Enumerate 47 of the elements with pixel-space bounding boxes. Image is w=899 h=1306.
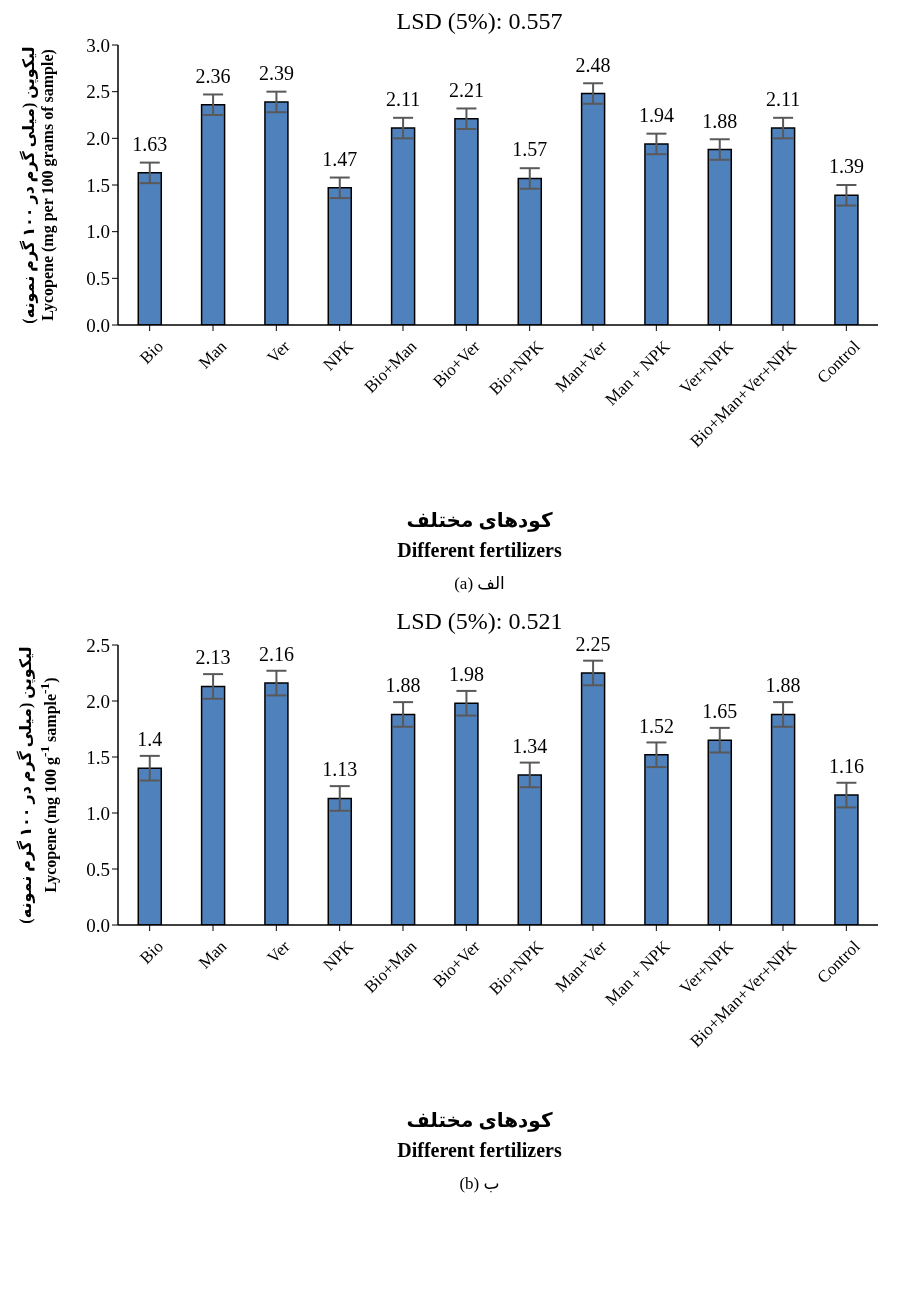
data-label: 1.65 [702,700,738,723]
chart-title: LSD (5%): 0.557 [395,8,564,35]
data-label: 2.11 [765,88,801,111]
data-label: 1.88 [765,674,801,697]
data-label: 1.98 [448,663,484,686]
y-tick-label: 2.0 [86,690,110,712]
y-tick-label: 1.0 [86,221,110,243]
data-label: 1.47 [322,147,358,170]
y-tick-label: 0.5 [86,268,110,290]
x-tick-label: Ver [263,936,294,968]
chart-title: LSD (5%): 0.521 [396,608,563,634]
data-label: 1.94 [638,103,674,126]
y-tick-label: 2.5 [86,81,110,103]
x-tick-label: Man [194,336,231,373]
data-label: 1.63 [132,132,168,155]
text: (b) ب [458,1173,501,1194]
x-tick-label: Bio [136,936,167,968]
data-label: 2.39 [258,61,294,84]
data-label: 1.4 [137,728,163,751]
data-label: 2.11 [385,88,421,111]
data-label: 2.25 [575,633,611,655]
data-label: 1.88 [385,674,421,697]
text: (a) الف [453,573,506,594]
x-tick-label: Ver [263,336,294,368]
y-tick-label: 1.5 [86,174,110,196]
x-tick-label: Bio [136,336,167,368]
data-label: 2.36 [195,64,231,87]
data-label: 1.88 [702,109,738,132]
data-label: 2.16 [258,643,294,666]
data-label: 1.39 [828,155,864,178]
data-label: 2.21 [448,78,484,101]
x-tick-label: Man [194,936,231,973]
y-tick-label: 3.0 [86,34,110,56]
data-label: 1.13 [322,758,358,781]
y-tick-label: 1.5 [86,746,110,768]
y-tick-label: 2.0 [86,128,110,150]
data-label: 2.13 [195,646,231,669]
y-tick-label: 0.0 [86,314,110,336]
data-label: 1.16 [828,755,864,778]
y-tick-label: 1.0 [86,802,110,824]
y-tick-label: 0.0 [86,914,110,936]
y-tick-label: 2.5 [86,634,110,656]
data-label: 1.52 [638,714,674,737]
data-label: 1.57 [512,138,548,161]
y-tick-label: 0.5 [86,858,110,880]
data-label: 1.34 [512,734,548,757]
data-label: 2.48 [575,53,611,76]
